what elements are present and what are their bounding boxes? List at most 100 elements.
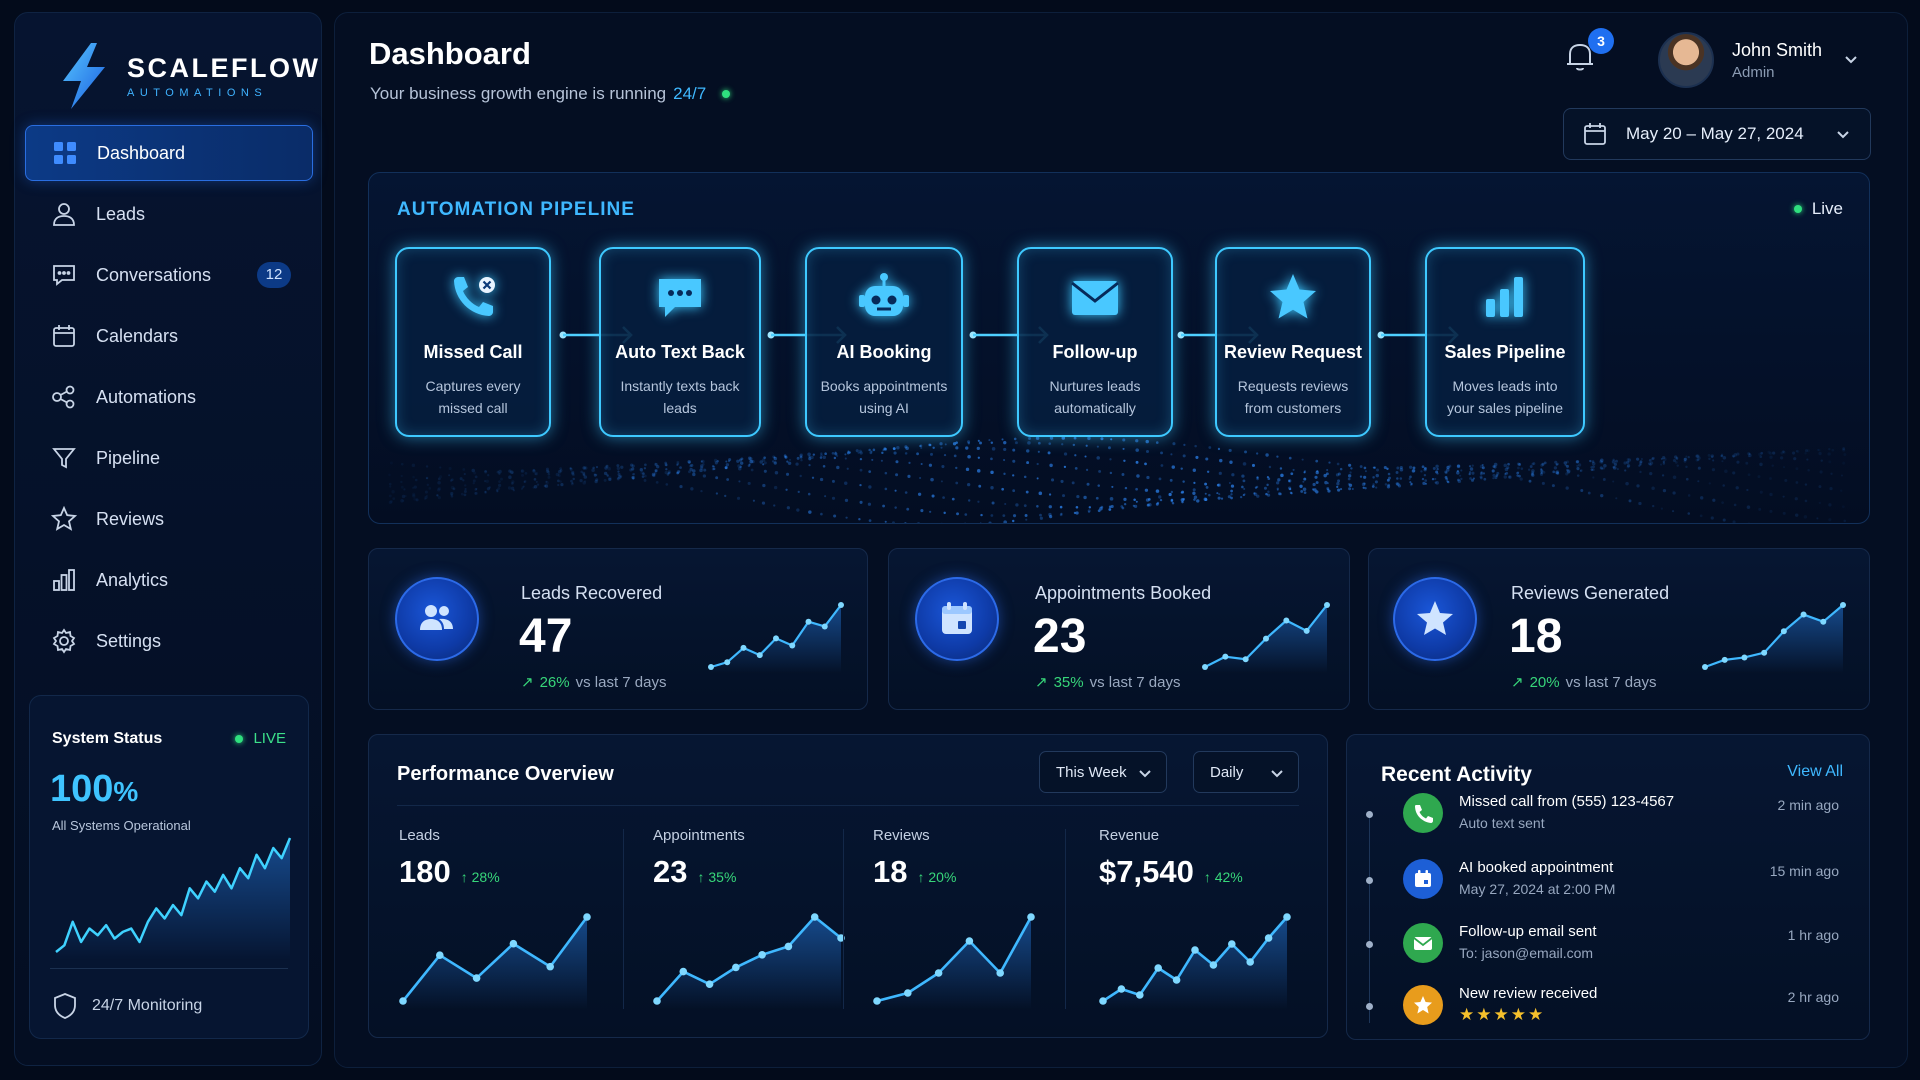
wave-particle <box>991 501 995 505</box>
activity-item[interactable]: Follow-up email sent To: jason@email.com… <box>1363 921 1851 977</box>
kpi-value: 23 <box>1033 610 1087 663</box>
date-range-picker[interactable]: May 20 – May 27, 2024 <box>1563 108 1871 160</box>
wave-particle <box>1266 493 1271 497</box>
wave-particle <box>1347 477 1351 481</box>
phone-icon <box>1415 805 1433 823</box>
wave-particle <box>1648 462 1651 465</box>
wave-particle <box>1123 459 1126 463</box>
wave-particle <box>1828 503 1832 507</box>
sidebar-item-leads[interactable]: Leads <box>25 186 313 242</box>
wave-particle <box>1579 469 1582 472</box>
wave-particle <box>1554 460 1558 464</box>
wave-particle <box>1136 474 1140 478</box>
wave-particle <box>751 460 755 464</box>
wave-particle <box>1159 498 1163 502</box>
view-all-link[interactable]: View All <box>1787 763 1843 780</box>
sidebar-item-settings[interactable]: Settings <box>25 613 313 669</box>
metric-label: Leads <box>399 827 440 844</box>
sparkline-line <box>1704 604 1844 669</box>
monitoring-row: 24/7 Monitoring <box>52 992 202 1020</box>
sidebar-item-pipeline[interactable]: Pipeline <box>25 430 313 486</box>
bell-icon[interactable] <box>1562 38 1598 74</box>
metric-value: 18 <box>873 854 908 889</box>
sidebar-item-dashboard[interactable]: Dashboard <box>25 125 313 181</box>
wave-particle <box>1193 495 1198 499</box>
wave-particle <box>819 477 824 482</box>
wave-particle <box>665 468 668 471</box>
activity-item[interactable]: New review received ★★★★★ 2 hr ago <box>1363 983 1851 1039</box>
wave-particle <box>1435 470 1439 474</box>
metric-leads[interactable]: Leads 180 ↑ 28% <box>399 827 599 1027</box>
granularity-select[interactable]: Daily <box>1193 751 1299 793</box>
activity-item[interactable]: AI booked appointment May 27, 2024 at 2:… <box>1363 857 1851 913</box>
wave-particle <box>1049 463 1053 468</box>
user-name[interactable]: John Smith <box>1732 40 1823 60</box>
wave-particle <box>1123 497 1127 502</box>
wave-particle <box>1724 469 1728 474</box>
wave-particle <box>808 510 812 514</box>
activity-item[interactable]: Missed call from (555) 123-4567 Auto tex… <box>1363 791 1851 847</box>
sidebar-item-automations[interactable]: Automations <box>25 369 313 425</box>
wave-particle <box>1409 475 1412 479</box>
wave-particle <box>404 494 407 498</box>
wave-particle <box>1228 448 1232 453</box>
wave-particle <box>1660 507 1663 510</box>
kpi-card-reviews-generated[interactable]: Reviews Generated 18 ↗ 20% vs last 7 days <box>1368 548 1870 710</box>
wave-particle <box>595 465 599 469</box>
wave-particle <box>510 486 515 491</box>
wave-particle <box>1757 475 1761 479</box>
chevron-down-icon[interactable] <box>1842 50 1860 68</box>
wave-particle <box>1361 482 1366 487</box>
pipeline-step-follow-up[interactable]: Follow-up Nurtures leads automatically <box>1017 247 1173 437</box>
wave-particle <box>786 506 790 510</box>
wave-particle <box>571 472 575 476</box>
pipeline-step-missed-call[interactable]: Missed Call Captures every missed call <box>395 247 551 437</box>
period-select[interactable]: This Week <box>1039 751 1167 793</box>
sidebar-item-conversations[interactable]: Conversations 12 <box>25 247 313 303</box>
wave-particle <box>1436 467 1439 471</box>
metric-reviews[interactable]: Reviews 18 ↑ 20% <box>873 827 1073 1027</box>
wave-particle <box>582 473 586 477</box>
sparkline-point <box>679 967 688 976</box>
wave-particle <box>1758 507 1762 511</box>
sidebar-item-reviews[interactable]: Reviews <box>25 491 313 547</box>
wave-particle <box>462 479 465 482</box>
wave-particle <box>559 469 563 472</box>
wave-particle <box>1196 499 1200 503</box>
wave-particle <box>1541 462 1545 466</box>
wave-particle <box>1242 479 1246 483</box>
pipeline-step-ai-booking[interactable]: AI Booking Books appointments using AI <box>805 247 963 437</box>
wave-particle <box>1195 455 1199 459</box>
wave-particle <box>1590 468 1594 471</box>
wave-particle <box>1782 511 1786 515</box>
wave-particle <box>1024 514 1028 517</box>
pipeline-step-auto-text-back[interactable]: Auto Text Back Instantly texts back lead… <box>599 247 761 437</box>
pipeline-step-review-request[interactable]: Review Request Requests reviews from cus… <box>1215 247 1371 437</box>
kpi-card-appointments-booked[interactable]: Appointments Booked 23 ↗ 35% vs last 7 day… <box>888 548 1350 710</box>
sidebar-item-analytics[interactable]: Analytics <box>25 552 313 608</box>
wave-particle <box>894 506 897 509</box>
wave-particle <box>1003 447 1007 452</box>
wave-particle <box>1576 467 1580 471</box>
wave-particle <box>428 486 432 490</box>
metric-revenue[interactable]: Revenue $7,540 ↑ 42% <box>1099 827 1299 1027</box>
kpi-card-leads-recovered[interactable]: Leads Recovered 47 ↗ 26% vs last 7 days <box>368 548 868 710</box>
sparkline-point <box>724 659 731 666</box>
wave-particle <box>1674 461 1678 464</box>
sidebar-item-calendars[interactable]: Calendars <box>25 308 313 364</box>
wave-particle <box>1025 490 1029 494</box>
system-status-sparkline <box>55 837 292 960</box>
wave-particle <box>1076 494 1080 499</box>
wave-particle <box>676 463 679 467</box>
wave-particle <box>1074 466 1078 470</box>
wave-particle <box>834 451 837 454</box>
wave-particle <box>1431 477 1435 481</box>
wave-particle <box>1422 481 1426 486</box>
wave-particle <box>1412 466 1416 470</box>
avatar[interactable] <box>1658 32 1714 88</box>
logo[interactable]: SCALEFLOW AUTOMATIONS <box>53 41 320 111</box>
wave-particle <box>1842 461 1846 465</box>
metric-appointments[interactable]: Appointments 23 ↑ 35% <box>653 827 853 1027</box>
sparkline-point <box>583 913 591 921</box>
pipeline-step-sales-pipeline[interactable]: Sales Pipeline Moves leads into your sal… <box>1425 247 1585 437</box>
